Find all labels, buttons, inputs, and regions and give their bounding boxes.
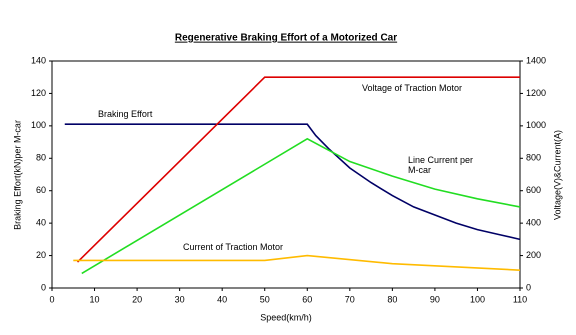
plot-frame xyxy=(51,60,521,289)
x-axis-label: Speed(km/h) xyxy=(260,312,312,322)
x-tick-label: 100 xyxy=(470,294,485,304)
y-tick-label: 140 xyxy=(31,55,46,65)
y-tick-label: 40 xyxy=(36,218,46,228)
series-line xyxy=(73,254,521,271)
y-tick-label: 100 xyxy=(31,120,46,130)
y-tick-label: 20 xyxy=(36,250,46,260)
series-label: Voltage of Traction Motor xyxy=(362,83,463,93)
y-tick-label: 80 xyxy=(36,153,46,163)
chart-title: Regenerative Braking Effort of a Motoriz… xyxy=(175,33,397,44)
y-tick-label: 120 xyxy=(31,88,46,98)
y2-tick-label: 0 xyxy=(526,282,531,292)
x-tick-label: 50 xyxy=(260,294,270,304)
series-line xyxy=(81,137,521,275)
y2-tick-label: 800 xyxy=(526,153,541,163)
x-tick-label: 40 xyxy=(217,294,227,304)
y2-tick-label: 1400 xyxy=(526,55,546,65)
series-label: Line Current per M-car xyxy=(408,155,474,175)
series-line xyxy=(64,123,521,241)
x-tick-label: 90 xyxy=(430,294,440,304)
y2-tick-label: 1000 xyxy=(526,120,546,130)
x-tick-label: 70 xyxy=(345,294,355,304)
series-label: Current of Traction Motor xyxy=(183,242,284,252)
x-tick-label: 110 xyxy=(513,294,527,304)
y-tick-label: 0 xyxy=(41,282,46,292)
x-tick-label: 80 xyxy=(387,294,397,304)
x-tick-label: 20 xyxy=(132,294,142,304)
x-tick-label: 30 xyxy=(175,294,185,304)
y2-axis-label: Voltage(V)&Current(A) xyxy=(552,130,562,220)
y2-tick-label: 400 xyxy=(526,218,541,228)
y-tick-label: 60 xyxy=(36,185,46,195)
x-tick-label: 0 xyxy=(49,294,54,304)
x-tick-label: 10 xyxy=(90,294,100,304)
y2-tick-label: 200 xyxy=(526,250,541,260)
x-tick-label: 60 xyxy=(302,294,312,304)
y2-tick-label: 600 xyxy=(526,185,541,195)
series-label: Braking Effort xyxy=(98,109,153,119)
y-axis-label: Braking Effort(kN)per M-car xyxy=(12,120,22,230)
y2-tick-label: 1200 xyxy=(526,88,546,98)
series-line xyxy=(76,76,520,263)
